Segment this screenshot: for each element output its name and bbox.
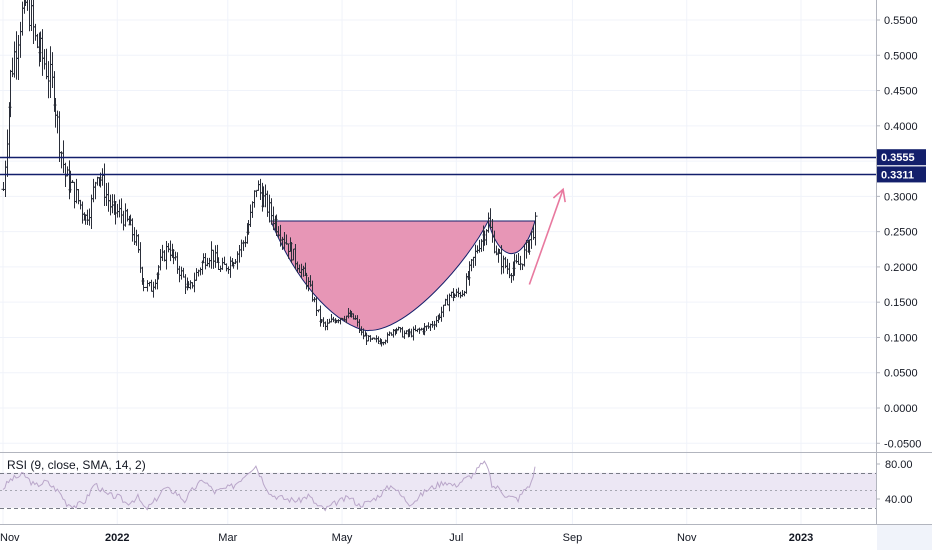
projection-arrow [528, 187, 566, 285]
arrow-head [552, 187, 566, 203]
time-tick-label: Nov [0, 532, 20, 544]
price-tick-label: 0.4500 [884, 86, 918, 98]
price-axis-background [876, 0, 932, 524]
time-tick-label: 2022 [105, 532, 129, 544]
time-tick-label: 2023 [789, 532, 813, 544]
level-badge [877, 166, 926, 183]
price-tick-label: 0.5000 [884, 50, 918, 62]
time-tick-label: May [332, 532, 353, 544]
time-tick-label: Sep [563, 532, 583, 544]
rsi-tick-label: 40.00 [885, 494, 913, 506]
level-badge-text: 0.3311 [881, 169, 914, 181]
price-axis: 0.55000.50000.45000.40000.35000.30000.25… [876, 0, 932, 524]
time-axis-background [0, 525, 932, 550]
price-tick-label: 0.3000 [884, 191, 918, 203]
level-badge-text: 0.3555 [881, 152, 915, 164]
price-tick-label: 0.0500 [884, 368, 918, 380]
arrow-shaft[interactable] [528, 189, 564, 285]
price-tick-label: 0.1000 [884, 332, 918, 344]
rsi-axis: 80.00 40.00 [876, 459, 913, 506]
price-bars [1, 0, 538, 347]
rsi-indicator-label[interactable]: RSI (9, close, SMA, 14, 2) [7, 458, 146, 472]
price-tick-label: -0.0500 [884, 438, 921, 450]
time-tick-label: Nov [677, 532, 697, 544]
price-tick-label: 0.2500 [884, 227, 918, 239]
price-tick-label: 0.5500 [884, 15, 918, 27]
price-tick-label: 0.4000 [884, 121, 918, 133]
rsi-line [2, 460, 536, 512]
rsi-tick-label: 80.00 [885, 459, 913, 471]
rsi-pane: RSI (9, close, SMA, 14, 2) [0, 458, 876, 512]
pane-separators [0, 452, 932, 525]
horizontal-levels [0, 156, 876, 176]
price-tick-label: 0.1500 [884, 297, 918, 309]
time-tick-label: Mar [218, 532, 237, 544]
time-axis: Nov 2022 Mar May Jul Sep Nov 2023 [0, 525, 932, 550]
price-tick-label: 0.0000 [884, 403, 918, 415]
axis-corner-box[interactable] [877, 525, 932, 550]
level-badge [877, 149, 926, 166]
time-tick-label: Jul [449, 532, 463, 544]
price-tick-label: 0.2000 [884, 262, 918, 274]
